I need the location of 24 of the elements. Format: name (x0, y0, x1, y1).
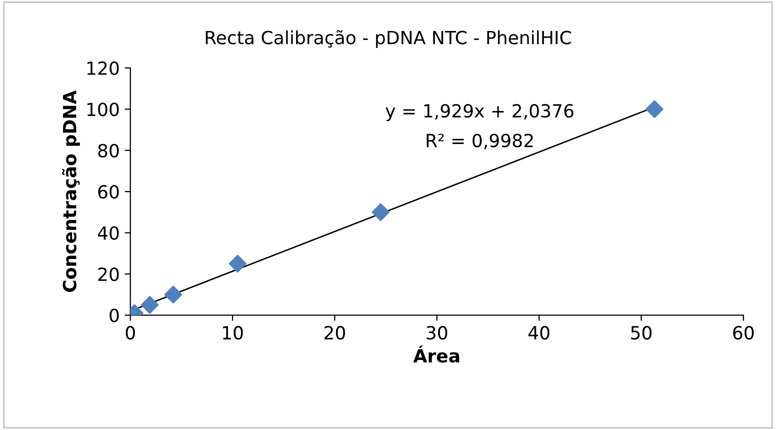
annotation: R² = 0,9982 (426, 134, 533, 150)
x-tick-label: 60 (733, 326, 754, 340)
y-tick-label: 20 (98, 267, 119, 282)
x-tick-label: 40 (528, 326, 550, 340)
point (164, 286, 182, 304)
y-tick-label: 0 (110, 308, 119, 322)
y-tick-label: 60 (98, 185, 119, 199)
x-tick-label: 0 (126, 326, 135, 340)
y-axis-title: Concentração pDNA (62, 90, 80, 292)
x-axis-title: Área (413, 346, 460, 363)
y-tick-label: 100 (87, 102, 119, 116)
y-tick-label: 80 (98, 144, 119, 158)
x-tick-label: 30 (426, 326, 448, 340)
y-tick-label: 120 (87, 61, 119, 76)
x-tick-label: 50 (631, 326, 652, 340)
x-tick-label: 10 (223, 326, 243, 340)
chart-title: Recta Calibração - pDNA NTC - PhenilHIC (206, 30, 571, 48)
point (646, 100, 664, 118)
y-tick-label: 40 (98, 226, 119, 240)
annotation: y = 1,929x + 2,0376 (386, 104, 574, 122)
point (372, 203, 390, 222)
point (228, 254, 247, 273)
point (140, 296, 159, 314)
x-tick-label: 20 (324, 326, 346, 340)
